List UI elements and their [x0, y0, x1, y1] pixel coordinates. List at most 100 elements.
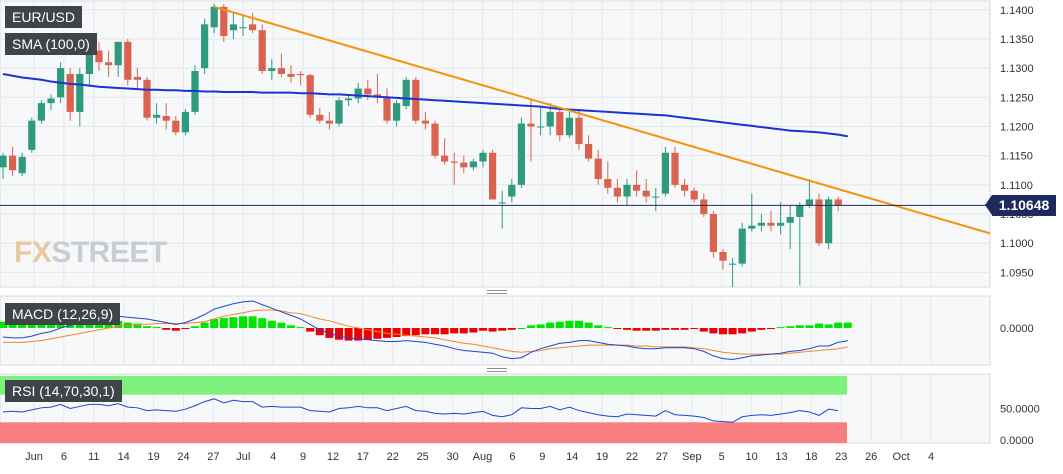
rsi-overbought-zone	[0, 376, 847, 395]
bearish-candle	[585, 135, 593, 162]
candle-body	[652, 196, 660, 198]
bearish-candle	[124, 38, 132, 86]
candle-body	[28, 120, 36, 150]
macd-zero-tick: 0.0000	[1000, 323, 1034, 335]
macd-histogram-bar-negative	[671, 328, 679, 330]
macd-histogram-bar-negative	[421, 328, 430, 335]
macd-histogram-bar-positive	[815, 323, 823, 328]
bearish-candle	[258, 24, 266, 74]
bullish-candle	[498, 190, 506, 229]
x-axis-tick: 14	[118, 451, 130, 463]
candle-body	[114, 41, 122, 66]
macd-histogram-bar-negative	[469, 328, 478, 333]
macd-histogram-bar-positive	[527, 325, 535, 328]
price-y-tick: 1.1200	[1000, 121, 1034, 133]
macd-histogram-bar-negative	[719, 328, 727, 335]
macd-histogram-bar-positive	[229, 317, 238, 328]
macd-histogram-bar-positive	[37, 322, 46, 328]
bearish-candle	[441, 138, 449, 165]
macd-histogram-bar-negative	[354, 328, 363, 341]
macd-rsi-splitter[interactable]	[487, 368, 507, 373]
macd-histogram-bar-negative	[690, 328, 699, 329]
macd-histogram-bar-negative	[642, 328, 651, 331]
candle-body	[345, 98, 353, 101]
sma-indicator-label[interactable]: SMA (100,0)	[5, 33, 97, 55]
bearish-candle	[143, 76, 151, 121]
bullish-candle	[537, 106, 545, 136]
bearish-candle	[690, 187, 698, 203]
candle-body	[287, 73, 295, 77]
x-axis-tick: 24	[177, 451, 189, 463]
candle-body	[498, 202, 506, 204]
macd-histogram-bar-negative	[181, 328, 190, 329]
macd-histogram-bar-positive	[296, 327, 305, 329]
bullish-candle	[76, 68, 84, 127]
bullish-candle	[393, 100, 401, 127]
x-axis-tick: Jul	[236, 451, 250, 463]
candle-body	[796, 205, 804, 217]
macd-histogram-bar-negative	[738, 328, 747, 334]
macd-histogram-bar-positive	[152, 327, 161, 329]
x-axis-tick: 27	[656, 451, 668, 463]
bearish-candle	[383, 88, 391, 124]
candle-body	[757, 222, 765, 226]
candle-body	[220, 6, 228, 37]
price-y-tick: 1.1250	[1000, 92, 1034, 104]
candle-body	[393, 103, 401, 121]
bullish-candle	[508, 179, 516, 203]
bearish-candle	[613, 179, 621, 203]
bullish-candle	[201, 18, 209, 74]
bearish-candle	[815, 193, 823, 247]
candle-body	[383, 97, 391, 121]
x-axis-tick: Aug	[473, 451, 493, 463]
candle-body	[153, 114, 161, 118]
candle-body	[172, 120, 180, 133]
macd-histogram-bar-negative	[498, 328, 507, 331]
macd-histogram-bar-negative	[363, 328, 372, 340]
bearish-candle	[834, 196, 842, 212]
bullish-candle	[738, 222, 746, 267]
macd-histogram-bar-negative	[373, 328, 382, 339]
price-macd-splitter[interactable]	[487, 290, 507, 295]
bearish-candle	[681, 179, 689, 197]
rsi-indicator-label[interactable]: RSI (14,70,30,1)	[5, 380, 122, 402]
bullish-candle	[181, 108, 189, 136]
candle-body	[527, 123, 535, 127]
x-axis-tick: 6	[61, 451, 67, 463]
bearish-candle	[604, 161, 612, 194]
candle-body	[508, 184, 516, 197]
macd-histogram-bar-positive	[575, 320, 583, 328]
macd-histogram-bar-positive	[143, 326, 151, 328]
bullish-candle	[229, 12, 237, 39]
bullish-candle	[661, 146, 669, 197]
bearish-candle	[709, 211, 717, 258]
macd-histogram-bar-positive	[277, 322, 286, 328]
candle-body	[181, 111, 189, 133]
bearish-candle	[556, 108, 564, 142]
candle-body	[210, 6, 218, 28]
macd-histogram-bar-negative	[431, 328, 439, 335]
logo-prefix: FX	[14, 236, 52, 269]
macd-histogram-bar-negative	[171, 328, 180, 331]
bearish-candle	[527, 100, 535, 162]
price-y-tick: 1.1300	[1000, 63, 1034, 75]
candle-body	[9, 155, 17, 171]
bearish-candle	[95, 41, 103, 72]
candle-body	[0, 155, 7, 168]
macd-indicator-label[interactable]: MACD (12,26,9)	[5, 303, 121, 325]
candle-body	[239, 27, 247, 29]
bullish-candle	[517, 117, 525, 188]
candle-body	[268, 68, 276, 72]
x-axis-tick: 19	[596, 451, 608, 463]
candle-body	[201, 24, 209, 69]
bullish-candle	[268, 59, 276, 80]
x-axis-tick: 30	[446, 451, 458, 463]
candle-body	[815, 199, 823, 244]
candle-body	[354, 88, 362, 99]
candle-body	[517, 123, 525, 185]
candle-body	[594, 158, 602, 180]
candle-body	[604, 179, 612, 188]
candle-body	[767, 222, 775, 226]
